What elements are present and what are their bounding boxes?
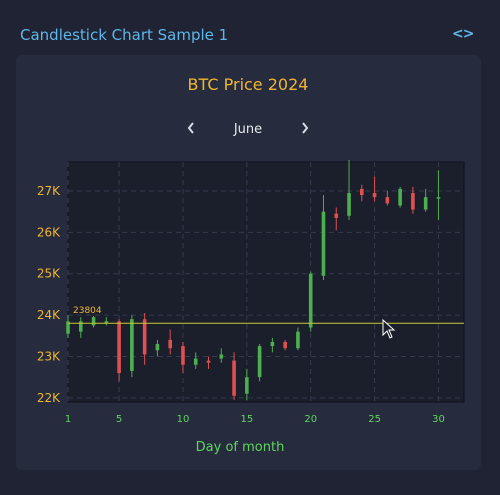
candle bbox=[232, 352, 236, 400]
candle-body bbox=[155, 344, 160, 351]
candle bbox=[411, 186, 415, 214]
candle-body bbox=[219, 354, 224, 359]
candle bbox=[219, 348, 224, 363]
x-axis-label: Day of month bbox=[196, 440, 285, 455]
y-tick-label: 27K bbox=[37, 184, 61, 198]
chevron-left-icon[interactable] bbox=[187, 122, 194, 134]
candle bbox=[66, 315, 70, 338]
candle-body bbox=[232, 360, 236, 396]
candle bbox=[321, 195, 326, 280]
candle bbox=[104, 317, 109, 326]
mouse-cursor-icon bbox=[382, 318, 396, 339]
candle-body bbox=[347, 193, 351, 216]
candle-body bbox=[385, 197, 390, 204]
candle-body bbox=[308, 273, 313, 328]
x-tick-label: 15 bbox=[240, 414, 253, 425]
chevron-right-icon[interactable] bbox=[302, 122, 309, 134]
candle-body bbox=[411, 193, 415, 210]
candle bbox=[206, 356, 211, 369]
candle bbox=[270, 337, 275, 353]
candle bbox=[360, 184, 364, 202]
candle bbox=[155, 339, 160, 357]
candle-body bbox=[257, 346, 262, 378]
x-tick-label: 5 bbox=[116, 414, 122, 425]
y-tick-label: 22K bbox=[37, 391, 61, 405]
candle-body bbox=[398, 188, 402, 206]
candle bbox=[334, 207, 339, 231]
y-tick-label: 25K bbox=[37, 267, 61, 281]
candle bbox=[117, 319, 121, 382]
candle-body bbox=[206, 360, 211, 363]
candle bbox=[423, 188, 428, 212]
candle bbox=[372, 176, 377, 202]
x-tick-label: 25 bbox=[368, 414, 381, 425]
candle bbox=[257, 344, 262, 382]
candle-body bbox=[181, 346, 185, 365]
candle bbox=[308, 271, 313, 332]
candle-body bbox=[372, 193, 377, 198]
candle-body bbox=[104, 321, 109, 324]
candle-body bbox=[245, 377, 249, 394]
candle-body bbox=[283, 342, 287, 349]
candle bbox=[283, 339, 287, 351]
candle bbox=[347, 159, 351, 220]
plot-area bbox=[67, 161, 465, 403]
y-tick-label: 24K bbox=[37, 308, 61, 322]
candle bbox=[398, 186, 402, 208]
candle bbox=[142, 313, 147, 365]
candle bbox=[91, 315, 96, 328]
candle-body bbox=[334, 213, 339, 218]
candles bbox=[66, 159, 441, 400]
candle-body bbox=[423, 197, 428, 210]
candle-body bbox=[168, 339, 172, 349]
candle-body bbox=[130, 319, 134, 371]
candle bbox=[78, 317, 83, 338]
page-header: Candlestick Chart Sample 1 <> bbox=[0, 0, 500, 54]
candle bbox=[385, 190, 390, 206]
candle bbox=[168, 329, 172, 355]
candle-body bbox=[270, 342, 275, 347]
candle-body bbox=[78, 321, 83, 332]
candle-body bbox=[117, 321, 121, 374]
candle-body bbox=[321, 211, 326, 276]
candle-body bbox=[360, 188, 364, 196]
chart-title: BTC Price 2024 bbox=[188, 75, 309, 94]
candle bbox=[436, 170, 441, 220]
candle bbox=[245, 368, 249, 400]
month-label: June bbox=[233, 122, 262, 137]
candle-body bbox=[142, 319, 147, 355]
candle bbox=[181, 342, 185, 374]
candle bbox=[130, 315, 134, 378]
crosshair-value-label: 23804 bbox=[73, 306, 102, 316]
candle-body bbox=[193, 358, 198, 365]
candle-body bbox=[91, 317, 96, 326]
page-title: Candlestick Chart Sample 1 bbox=[20, 26, 229, 44]
y-tick-label: 26K bbox=[37, 225, 61, 239]
code-brackets-icon[interactable]: <> bbox=[452, 26, 474, 42]
candle-body bbox=[296, 331, 300, 349]
y-tick-label: 23K bbox=[37, 349, 61, 363]
crosshair: 23804 bbox=[68, 306, 464, 324]
candle-body bbox=[436, 197, 441, 199]
candle bbox=[193, 352, 198, 369]
candle bbox=[296, 327, 300, 351]
x-tick-label: 1 bbox=[65, 414, 71, 425]
x-tick-label: 20 bbox=[304, 414, 317, 425]
x-tick-label: 30 bbox=[432, 414, 445, 425]
candle-body bbox=[66, 321, 70, 334]
x-tick-label: 10 bbox=[177, 414, 190, 425]
